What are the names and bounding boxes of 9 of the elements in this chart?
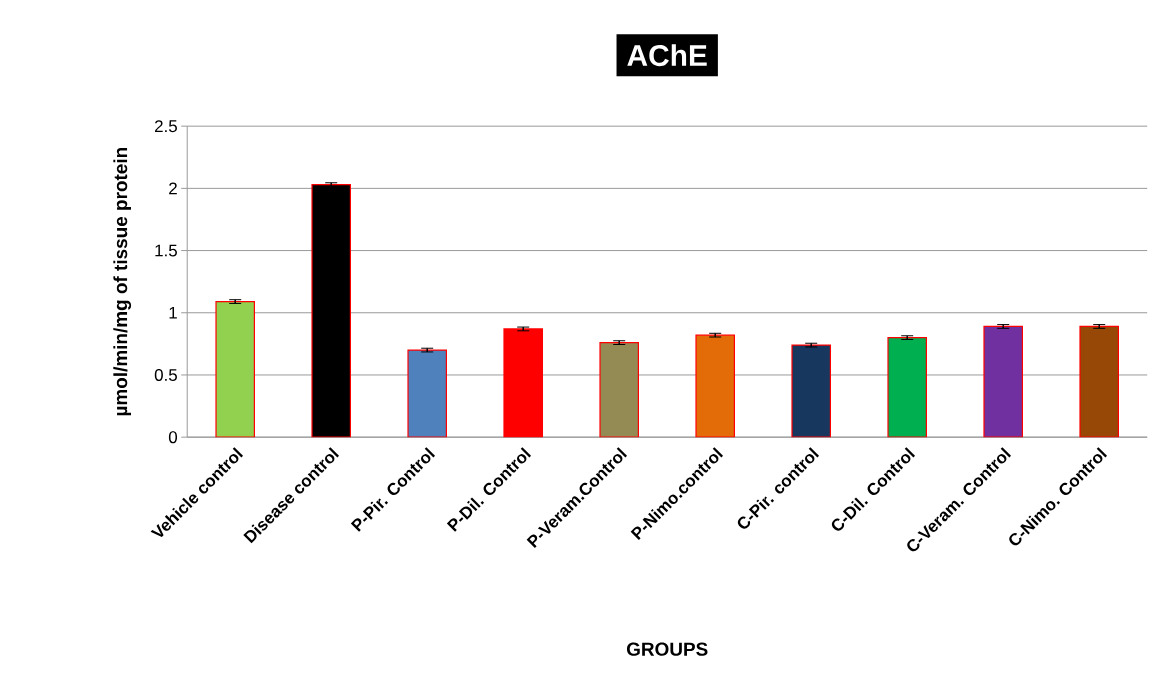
y-tick-label: 1 <box>169 306 177 319</box>
y-tick-label: 0.5 <box>154 368 177 381</box>
y-axis-title: µmol/min/mg of tissue protein <box>113 148 132 416</box>
y-tick-label: 2 <box>169 182 177 195</box>
x-axis-title: GROUPS <box>626 642 708 656</box>
y-tick-label: 2.5 <box>155 120 177 133</box>
chart-title: AChE <box>627 44 707 67</box>
y-tick-label: 1.5 <box>155 244 177 257</box>
y-tick-label: 0 <box>168 431 178 444</box>
